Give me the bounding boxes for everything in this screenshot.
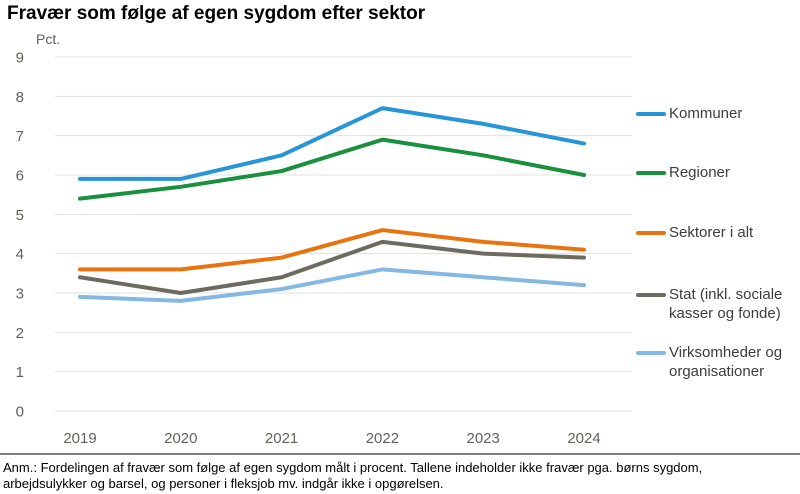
x-tick-label: 2019 — [63, 430, 96, 447]
y-tick-label: 1 — [16, 364, 24, 381]
x-tick-label: 2024 — [567, 430, 600, 447]
legend-swatch — [636, 112, 666, 116]
x-tick-label: 2021 — [265, 430, 298, 447]
x-tick-label: 2023 — [467, 430, 500, 447]
y-tick-label: 5 — [16, 207, 24, 224]
y-tick-label: 4 — [16, 246, 24, 263]
y-tick-label: 9 — [16, 50, 24, 67]
legend-swatch — [636, 171, 666, 175]
chart-title: Fravær som følge af egen sygdom efter se… — [7, 3, 426, 24]
y-tick-label: 2 — [16, 325, 24, 342]
y-tick-label: 8 — [16, 89, 24, 106]
legend-label: Regioner — [669, 164, 730, 181]
series-line-kommuner — [78, 106, 586, 181]
legend-item-virksomheder-og-organisationer: Virksomheder og organisationer — [636, 343, 797, 381]
y-axis-tick-labels: 9 8 7 6 5 4 3 2 1 0 — [16, 50, 24, 421]
footnote-line-2: arbejdsulykker og barsel, og personer i … — [3, 476, 444, 491]
gridlines-group — [55, 56, 632, 412]
legend-swatch — [636, 351, 666, 355]
series-line-stat-inkl-sociale-kasser-og-fonde — [78, 239, 586, 295]
footnote-separator-line — [0, 453, 800, 455]
legend-swatch — [636, 231, 666, 235]
y-tick-label: 0 — [16, 404, 24, 421]
legend-label: Stat (inkl. sociale kasser og fonde) — [669, 286, 783, 322]
legend-swatch — [636, 293, 666, 297]
footnote-line-1: Anm.: Fordelingen af fravær som følge af… — [3, 460, 703, 475]
legend-label: Virksomheder og organisationer — [669, 344, 783, 380]
y-tick-label: 3 — [16, 286, 24, 303]
legend-label: Sektorer i alt — [669, 224, 754, 241]
x-tick-label: 2020 — [164, 430, 197, 447]
chart-legend: Kommuner Regioner Sektorer i alt Stat (inkl… — [636, 0, 800, 452]
sector-absence-line-chart: 9 8 7 6 5 4 3 2 1 0 2019 2020 2021 2022 2023 2024 — [16, 50, 632, 447]
legend-label: Kommuner — [669, 105, 743, 122]
x-tick-label: 2022 — [366, 430, 399, 447]
y-tick-label: 6 — [16, 168, 24, 185]
x-axis-tick-labels: 2019 2020 2021 2022 2023 2024 — [63, 430, 600, 447]
y-axis-unit-label: Pct. — [36, 31, 61, 47]
legend-item-kommuner: Kommuner — [636, 104, 797, 123]
footnote: Anm.: Fordelingen af fravær som følge af… — [3, 460, 763, 492]
series-line-virksomheder-og-organisationer — [78, 267, 586, 303]
series-line-regioner — [78, 137, 586, 201]
y-tick-label: 7 — [16, 128, 24, 145]
legend-item-sektorer-i-alt: Sektorer i alt — [636, 223, 797, 242]
series-lines-group — [78, 106, 586, 303]
legend-item-stat-inkl-sociale-kasser-og-fonde: Stat (inkl. sociale kasser og fonde) — [636, 285, 797, 323]
series-line-sektorer-i-alt — [78, 228, 586, 272]
legend-item-regioner: Regioner — [636, 163, 797, 182]
